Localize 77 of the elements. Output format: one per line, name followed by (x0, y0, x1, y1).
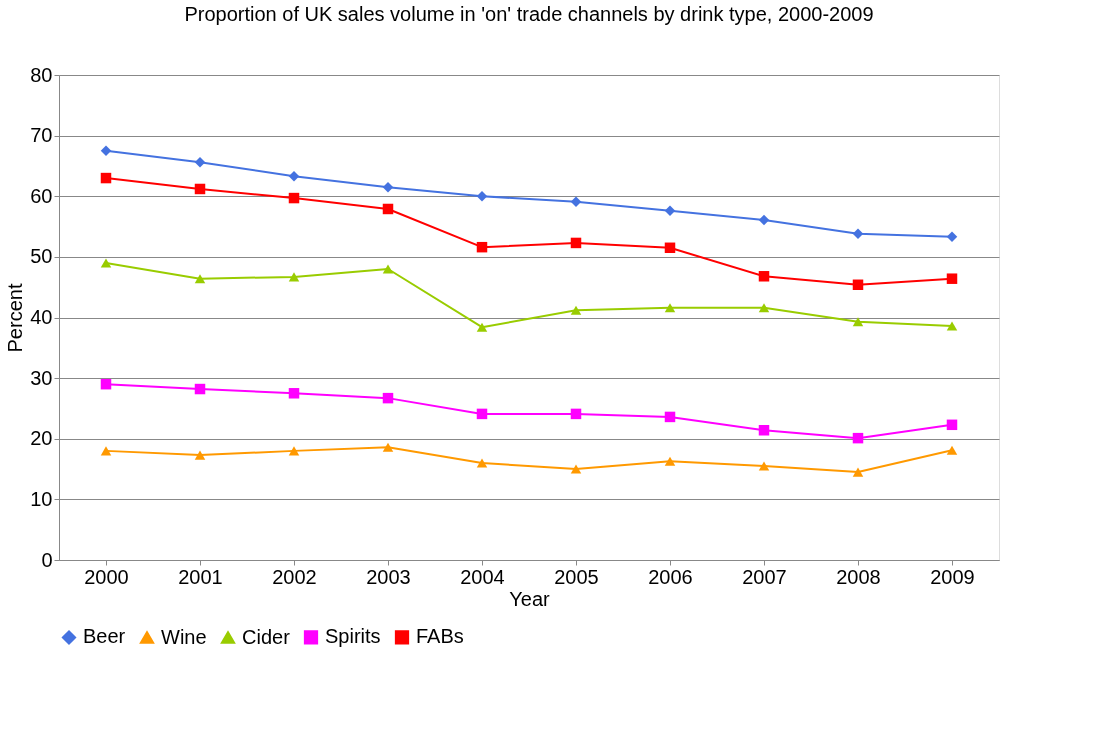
point (852, 467, 864, 477)
x-tick-label: 2003 (366, 565, 411, 588)
x-tick-label: 2001 (178, 565, 223, 588)
point (382, 264, 394, 274)
legend-label: Wine (161, 625, 207, 648)
point (100, 145, 112, 157)
point (194, 183, 206, 195)
point (852, 279, 864, 291)
point (288, 388, 300, 399)
point (288, 192, 300, 204)
point (194, 274, 206, 284)
x-tick-label: 2007 (742, 565, 787, 588)
legend-label: FABs (416, 625, 464, 648)
point (758, 271, 770, 282)
point (664, 242, 676, 254)
legend-label: Cider (242, 625, 291, 648)
point (100, 446, 112, 456)
point (758, 303, 770, 313)
point (758, 214, 770, 226)
point (476, 458, 488, 468)
point (570, 196, 582, 207)
point (946, 231, 958, 243)
y-tick-label: 70 (30, 124, 53, 147)
point (664, 411, 676, 423)
point (570, 464, 582, 474)
point (100, 172, 112, 184)
point (758, 461, 770, 471)
point (194, 383, 206, 395)
x-tick-label: 2005 (554, 565, 599, 588)
x-tick-label: 2008 (836, 565, 881, 588)
point (570, 237, 582, 249)
x-axis-title: Year (509, 587, 551, 610)
chart-title: Proportion of UK sales volume in 'on' trade channels by drink type, 2000-2009 (184, 3, 874, 25)
point (100, 378, 112, 390)
x-tick-label: 2000 (84, 565, 129, 588)
legend-label: Spirits (325, 625, 381, 648)
point (946, 273, 958, 284)
point (382, 203, 394, 215)
y-tick-label: 80 (30, 63, 53, 86)
y-tick-label: 20 (30, 427, 53, 450)
y-tick-label: 10 (30, 487, 53, 510)
x-tick-label: 2006 (648, 565, 693, 588)
point (946, 445, 958, 455)
point (570, 305, 582, 315)
point (570, 408, 582, 420)
point (194, 157, 206, 168)
point (664, 303, 676, 313)
point (288, 446, 300, 456)
y-tick-label: 60 (30, 184, 53, 207)
point (382, 442, 394, 452)
point (758, 425, 770, 436)
point (852, 228, 864, 240)
y-tick-label: 40 (30, 306, 53, 328)
legend-label: Beer (83, 625, 126, 648)
x-tick-label: 2004 (460, 565, 505, 588)
point (946, 321, 958, 331)
point (194, 450, 206, 460)
point (476, 408, 488, 420)
point (946, 419, 958, 431)
point (382, 181, 394, 193)
point (476, 191, 488, 202)
point (100, 258, 112, 268)
point (476, 241, 488, 253)
point (852, 432, 864, 444)
y-tick-label: 30 (30, 366, 53, 389)
point (382, 392, 394, 404)
point (852, 317, 864, 327)
point (288, 272, 300, 282)
y-tick-label: 50 (30, 245, 53, 268)
x-tick-label: 2002 (272, 565, 317, 588)
x-tick-label: 2009 (930, 565, 975, 588)
y-axis-title: Percent (4, 283, 27, 353)
point (288, 171, 300, 182)
point (664, 205, 676, 217)
y-tick-label: 0 (41, 548, 53, 571)
point (664, 456, 676, 466)
point (476, 322, 488, 332)
